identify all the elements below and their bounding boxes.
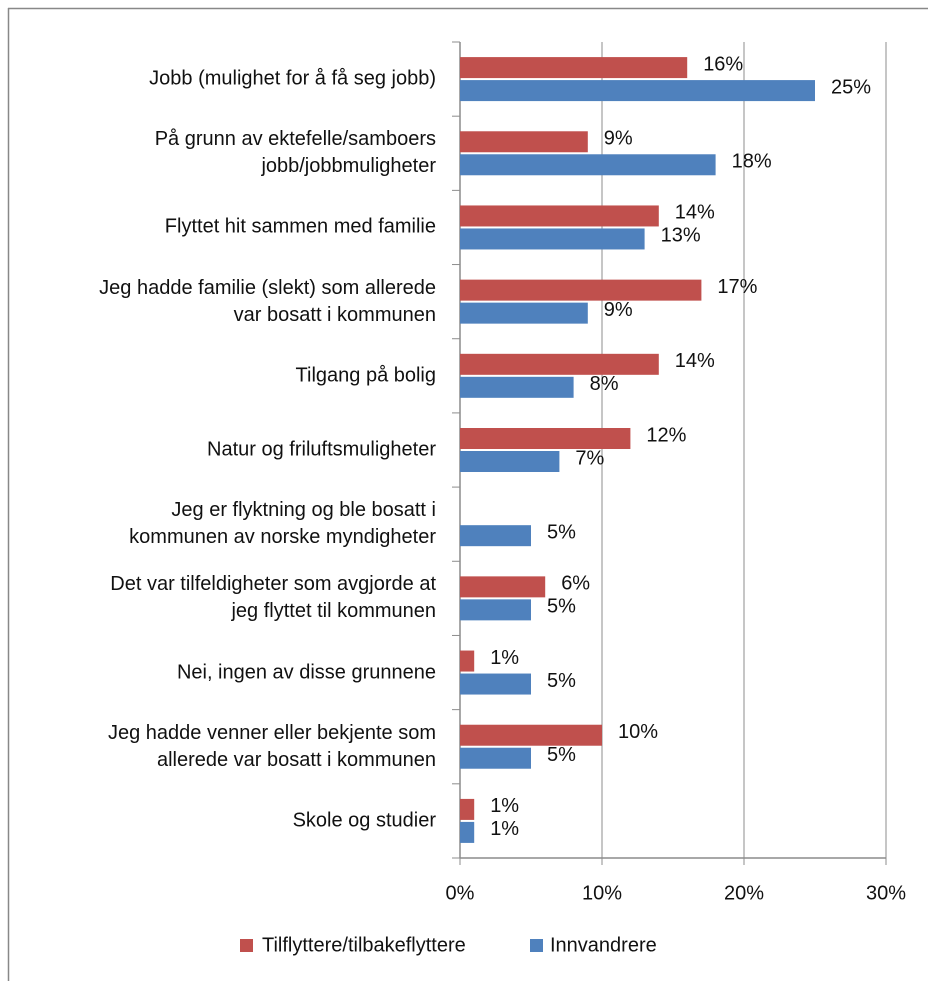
bar xyxy=(460,673,531,695)
bar xyxy=(460,599,531,621)
data-label: 17% xyxy=(717,276,757,298)
y-tick-label: Nei, ingen av disse grunnene xyxy=(176,661,436,684)
data-label: 9% xyxy=(604,128,633,150)
y-tick-label: Skole og studier xyxy=(292,809,436,832)
data-label: 25% xyxy=(831,76,871,98)
data-label: 5% xyxy=(547,670,576,692)
data-label: 12% xyxy=(646,424,686,446)
bar xyxy=(460,525,531,547)
y-tick-label: Tilgang på bolig xyxy=(295,364,436,387)
x-tick-label: 10% xyxy=(582,882,622,904)
data-label: 16% xyxy=(703,53,743,75)
data-label: 5% xyxy=(547,596,576,618)
bar xyxy=(460,302,588,324)
bar xyxy=(460,724,602,746)
y-tick-label: Det var tilfeldigheter som avgjorde at j… xyxy=(110,573,436,623)
bar xyxy=(460,279,702,301)
y-tick-label: Jeg hadde familie (slekt) som allerede v… xyxy=(99,276,436,326)
x-tick-label: 30% xyxy=(866,882,906,904)
bar xyxy=(460,57,688,79)
bar xyxy=(460,821,475,843)
bar xyxy=(460,154,716,176)
y-tick-label: Flyttet hit sammen med familie xyxy=(164,215,436,238)
data-label: 5% xyxy=(547,521,576,543)
data-label: 14% xyxy=(675,350,715,372)
legend-label: Tilflyttere/tilbakeflyttere xyxy=(262,934,466,956)
data-label: 1% xyxy=(490,818,519,840)
legend-swatch xyxy=(240,939,253,952)
data-label: 13% xyxy=(661,225,701,247)
bar xyxy=(460,798,475,820)
data-label: 9% xyxy=(604,299,633,321)
x-tick-label: 0% xyxy=(446,882,475,904)
data-label: 10% xyxy=(618,721,658,743)
data-label: 8% xyxy=(590,373,619,395)
bar xyxy=(460,376,574,398)
y-tick-label: På grunn av ektefelle/samboers jobb/jobb… xyxy=(154,128,436,178)
bar xyxy=(460,650,475,672)
y-tick-label: Natur og friluftsmuligheter xyxy=(207,438,436,461)
y-tick-label: Jeg hadde venner eller bekjente som alle… xyxy=(108,721,436,771)
legend-label: Innvandrere xyxy=(550,934,657,956)
data-label: 1% xyxy=(490,795,519,817)
data-label: 6% xyxy=(561,573,590,595)
bar xyxy=(460,228,645,250)
bar xyxy=(460,353,659,375)
data-label: 18% xyxy=(732,151,772,173)
bar xyxy=(460,576,546,598)
data-label: 7% xyxy=(575,447,604,469)
y-tick-label: Jeg er flyktning og ble bosatt i kommune… xyxy=(129,499,436,549)
y-tick-label: Jobb (mulighet for å få seg jobb) xyxy=(149,67,436,90)
x-tick-label: 20% xyxy=(724,882,764,904)
data-label: 1% xyxy=(490,647,519,669)
bar xyxy=(460,428,631,449)
bar xyxy=(460,747,531,769)
legend-swatch xyxy=(530,939,543,952)
bar xyxy=(460,131,588,153)
data-label: 5% xyxy=(547,744,576,766)
data-label: 14% xyxy=(675,202,715,224)
bar xyxy=(460,80,815,102)
bar xyxy=(460,205,659,227)
bar xyxy=(460,451,560,472)
